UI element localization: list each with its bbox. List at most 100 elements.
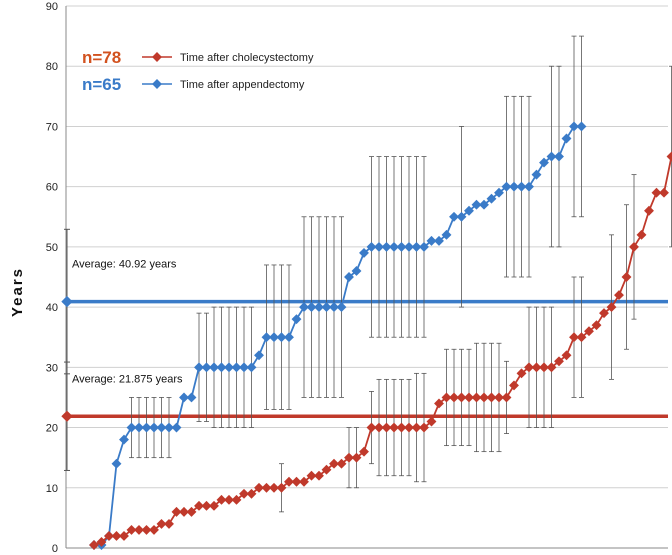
data-point [344, 272, 354, 282]
data-point [246, 488, 257, 499]
data-point [171, 506, 182, 517]
data-point [351, 452, 362, 463]
data-point [629, 241, 639, 252]
data-point [464, 205, 474, 216]
data-point [509, 181, 519, 192]
data-point [291, 314, 302, 325]
data-point [359, 446, 369, 457]
data-point [329, 302, 339, 313]
data-point [389, 241, 399, 252]
data-point [119, 531, 129, 541]
data-point [156, 518, 167, 529]
legend: n=78 Time after cholecystectomy n=65 Tim… [82, 48, 314, 94]
y-tick-label: 0 [52, 543, 58, 555]
average-label: Average: 21.875 years [72, 373, 183, 385]
data-point [546, 362, 557, 373]
data-point [186, 392, 197, 403]
data-point [441, 229, 452, 240]
average-point [61, 410, 73, 422]
y-axis-label: Years [9, 267, 26, 317]
legend-marker-cholecystectomy [152, 52, 162, 62]
data-point [591, 320, 602, 331]
data-point [344, 452, 354, 463]
data-point [314, 470, 324, 481]
data-point [141, 524, 152, 535]
data-point [539, 362, 549, 373]
data-point [411, 241, 422, 252]
data-point [96, 537, 107, 547]
legend-marker-appendectomy [152, 79, 162, 89]
data-point [171, 422, 182, 433]
data-point [374, 241, 384, 252]
data-point [284, 332, 294, 343]
data-point [89, 540, 99, 550]
y-tick-label: 10 [46, 483, 58, 495]
data-point [554, 151, 564, 162]
data-point [104, 531, 114, 541]
data-point [209, 500, 219, 511]
data-point [269, 332, 279, 343]
data-point [666, 151, 672, 162]
data-point [494, 187, 504, 198]
data-point [456, 392, 467, 403]
data-point [216, 362, 227, 373]
data-point [306, 470, 317, 481]
data-point [411, 422, 422, 433]
data-point [209, 362, 219, 373]
data-point [299, 302, 309, 313]
data-point [479, 392, 489, 403]
data-point [524, 181, 534, 192]
data-point [126, 422, 137, 433]
data-point [659, 187, 669, 198]
data-point [194, 500, 204, 511]
data-point [479, 199, 489, 210]
data-point [651, 187, 662, 198]
data-point [321, 464, 332, 475]
data-point [471, 392, 482, 403]
data-point [179, 506, 189, 517]
data-point [164, 518, 174, 529]
data-point [606, 302, 617, 313]
data-point [231, 362, 242, 373]
data-point [516, 368, 527, 379]
series-lines [89, 121, 672, 550]
data-point [276, 332, 287, 343]
data-point [599, 308, 609, 319]
data-point [314, 302, 324, 313]
y-tick-label: 90 [46, 1, 58, 13]
data-point [366, 241, 377, 252]
average-lines: Average: 40.92 years Average: 21.875 year… [61, 228, 668, 471]
data-point [396, 241, 407, 252]
legend-label-cholecystectomy: Time after cholecystectomy [180, 52, 314, 64]
data-point [231, 494, 242, 505]
series-line [93, 155, 672, 546]
data-point [576, 332, 587, 343]
data-point [261, 482, 272, 493]
data-point [381, 241, 392, 252]
data-point [374, 422, 384, 433]
data-point [156, 422, 167, 433]
data-point [434, 398, 444, 409]
data-point [614, 290, 624, 301]
data-point [336, 458, 347, 469]
data-point [471, 199, 482, 210]
data-point [306, 302, 317, 313]
data-point [449, 211, 459, 222]
data-point [419, 422, 429, 433]
legend-n-cholecystectomy: n=78 [82, 48, 121, 67]
data-point [621, 272, 632, 282]
data-point [194, 362, 204, 373]
y-tick-label: 50 [46, 242, 58, 254]
data-point [644, 205, 654, 216]
data-point [434, 235, 444, 246]
data-point [486, 392, 497, 403]
data-point [359, 247, 369, 258]
data-point [299, 476, 309, 487]
data-point [276, 482, 287, 493]
y-tick-label: 20 [46, 423, 58, 435]
data-point [254, 350, 264, 361]
data-point [531, 169, 542, 180]
data-point [201, 362, 212, 373]
data-point [246, 362, 257, 373]
